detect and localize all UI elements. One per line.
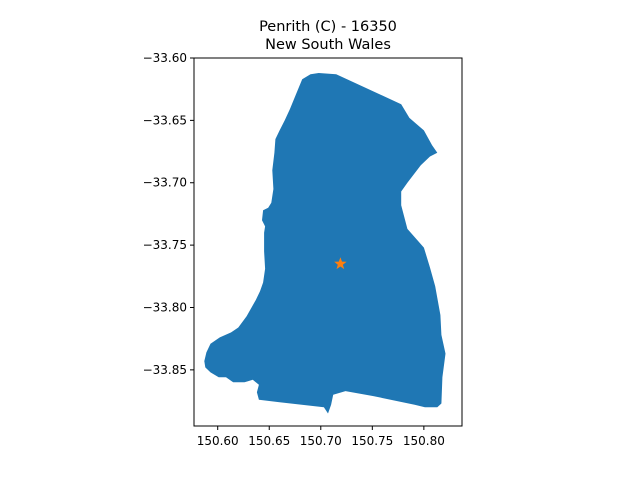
- x-tick-label: 150.70: [300, 434, 342, 448]
- title-line-1: Penrith (C) - 16350: [259, 19, 397, 35]
- title-line-2: New South Wales: [265, 37, 391, 53]
- axes-frame: [193, 57, 463, 427]
- y-tick-label: −33.85: [143, 363, 187, 377]
- x-tick-label: 150.65: [248, 434, 290, 448]
- centroid-star-marker: [334, 257, 347, 270]
- x-tick-label: 150.80: [403, 434, 445, 448]
- y-tick-label: −33.60: [143, 51, 187, 65]
- y-tick-label: −33.80: [143, 300, 187, 314]
- y-axis: −33.60 −33.65 −33.70 −33.75 −33.80 −33.85: [143, 51, 194, 377]
- y-tick-label: −33.75: [143, 238, 187, 252]
- x-tick-label: 150.60: [197, 434, 239, 448]
- region-polygon: [204, 73, 446, 414]
- x-axis: 150.60 150.65 150.70 150.75 150.80: [197, 426, 445, 448]
- y-tick-label: −33.70: [143, 176, 187, 190]
- plot-area: [193, 57, 463, 427]
- x-tick-label: 150.75: [351, 434, 393, 448]
- y-tick-label: −33.65: [143, 113, 187, 127]
